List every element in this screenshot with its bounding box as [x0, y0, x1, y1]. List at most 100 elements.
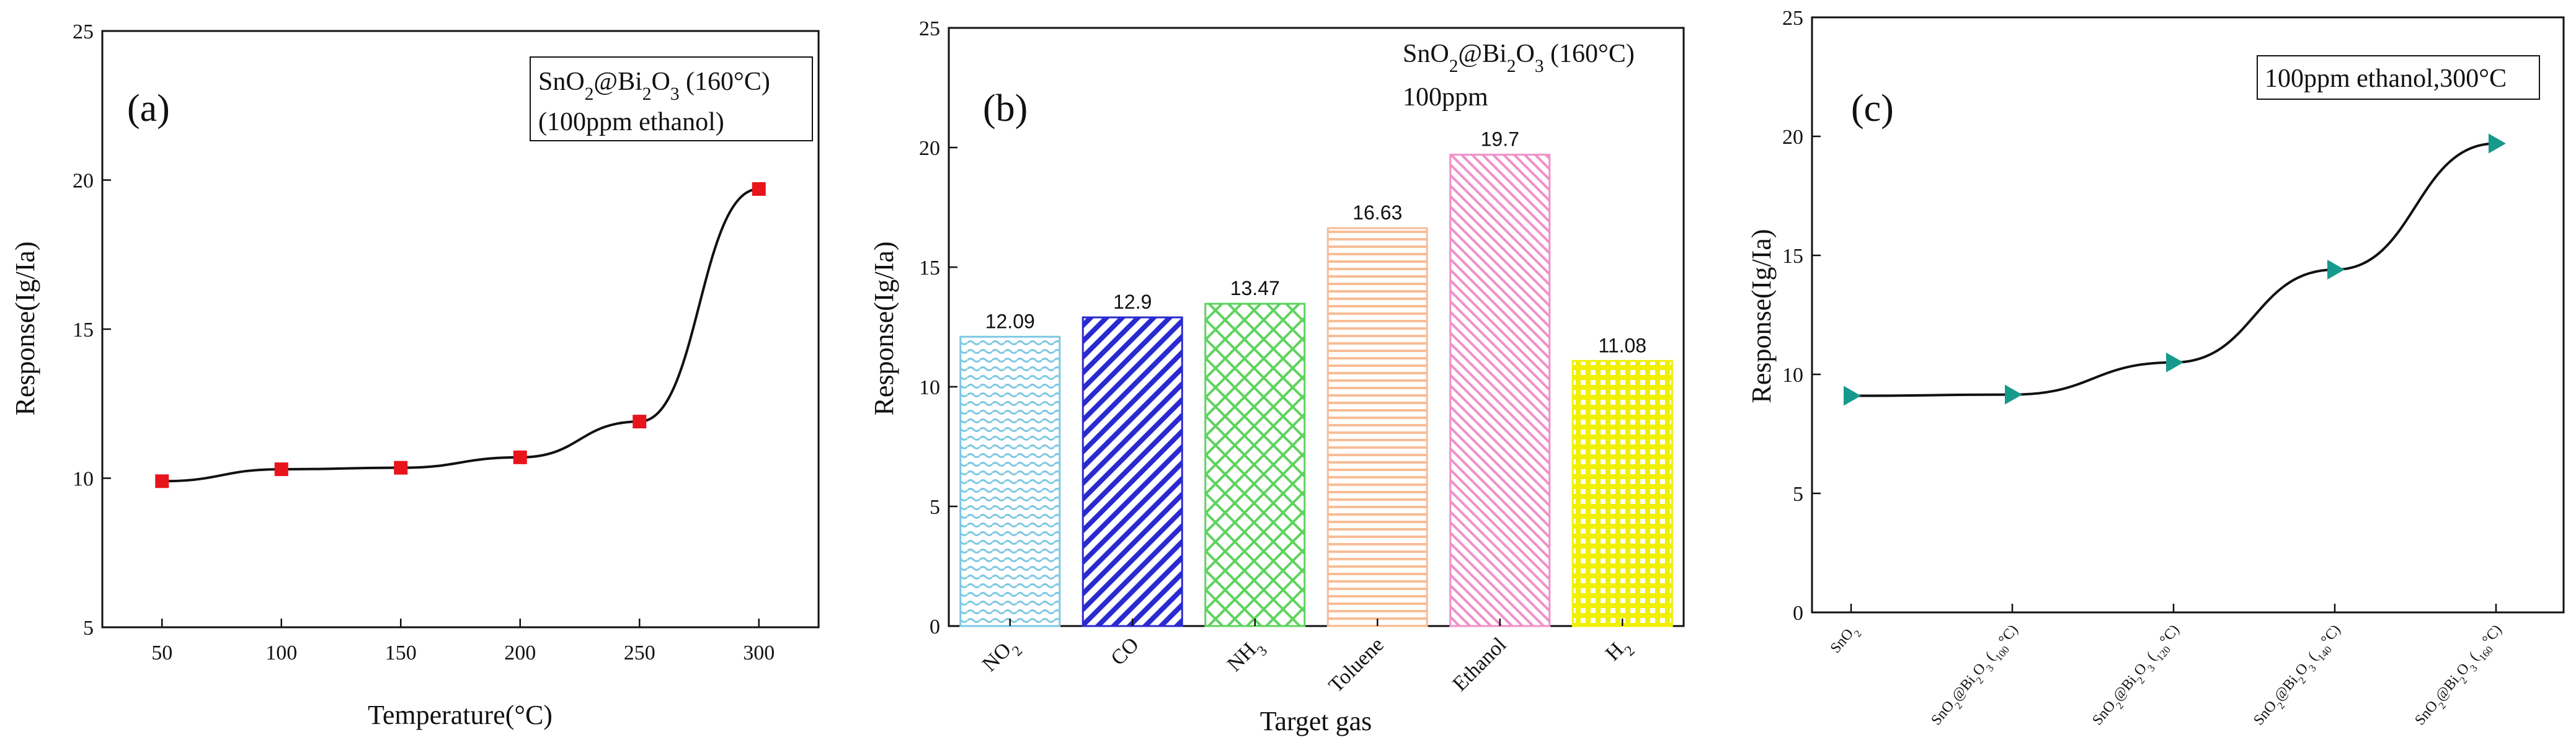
panel-b-bars: 12.09 NO2 12.9 CO 13.47 NH3 16.63 Toluene 19.7 Et…	[959, 128, 1673, 697]
x-tick-label: SnO2@Bi2O3 (140°C)	[2250, 622, 2347, 731]
y-tick-label: 0	[930, 615, 940, 638]
panel-a-label: (a)	[127, 87, 170, 130]
panel-c-label: (c)	[1851, 87, 1894, 130]
subscript: 3	[670, 84, 680, 104]
bar	[1326, 227, 1428, 627]
y-tick-label: 25	[919, 17, 940, 40]
bar	[1081, 316, 1183, 627]
y-tick-label: 15	[1782, 245, 1803, 268]
x-tick-label: 300	[743, 642, 775, 664]
y-tick-label: 10	[73, 468, 94, 491]
panel-a-x-axis-label: Temperature(°C)	[368, 700, 553, 730]
text-run: O	[1516, 40, 1534, 68]
data-point	[752, 182, 766, 196]
subscript: 2	[585, 84, 594, 104]
data-point	[2489, 133, 2506, 154]
y-tick-label: 5	[930, 496, 940, 519]
bar-value-label: 12.9	[1113, 291, 1152, 313]
subscript: 3	[1535, 56, 1544, 76]
panel-a-legend-line-1: SnO2@Bi2O3 (160°C)	[538, 68, 770, 104]
data-point	[2327, 260, 2345, 280]
panel-c-plot-frame	[1811, 16, 2565, 614]
x-tick-label: 50	[151, 642, 172, 664]
panel-b-label: (b)	[983, 87, 1028, 130]
y-tick-label: 15	[919, 257, 940, 280]
text-run: NO	[978, 638, 1016, 676]
panel-a-x-ticks: 50 100 150 200 250 300	[151, 619, 775, 664]
panel-b-legend-line-1: SnO2@Bi2O3 (160°C)	[1403, 40, 1635, 76]
x-tick-label: SnO2	[1828, 622, 1863, 660]
bar-value-label: 12.09	[985, 310, 1035, 332]
text-run: NH	[1223, 638, 1261, 676]
text-run: O	[651, 68, 670, 96]
x-tick-label: NO2	[978, 633, 1026, 681]
panel-b-legend-line-2: 100ppm	[1403, 83, 1488, 112]
text-run	[680, 68, 686, 96]
y-tick-label: 20	[919, 137, 940, 160]
y-tick-label: 20	[73, 170, 94, 193]
bar	[959, 335, 1061, 627]
text-run: H	[1601, 638, 1628, 666]
y-tick-label: 0	[1793, 602, 1803, 625]
panel-b-x-axis-label: Target gas	[1260, 706, 1372, 736]
x-tick-label: Toluene	[1325, 633, 1388, 697]
x-tick-label: 250	[624, 642, 655, 664]
x-tick-label: 100	[265, 642, 297, 664]
panel-a-y-axis-label: Response(Ig/Ia)	[10, 241, 40, 415]
data-point	[513, 450, 527, 464]
data-point	[155, 474, 169, 488]
panel-b-plot-frame	[948, 27, 1685, 627]
x-tick-label: SnO2@Bi2O3 (100°C)	[1928, 622, 2025, 731]
data-point	[2005, 384, 2022, 405]
x-tick-label: 150	[385, 642, 417, 664]
subscript: 2	[1449, 56, 1459, 76]
bar	[1449, 154, 1551, 627]
y-tick-label: 5	[1793, 483, 1803, 506]
panel-c-y-ticks: 0 5 10 15 20 25	[1782, 7, 1821, 625]
y-tick-label: 10	[1782, 364, 1803, 387]
panel-a-y-ticks: 5 10 15 20 25	[73, 20, 111, 640]
panel-c-x-ticks: SnO2 SnO2@Bi2O3 (100°C) SnO2@Bi2O3 (120°C)…	[1828, 604, 2508, 731]
data-point	[2166, 352, 2183, 373]
panel-c-series	[1844, 133, 2506, 406]
x-tick-label: SnO2@Bi2O3 (120°C)	[2089, 622, 2186, 731]
text-run: (160°C)	[686, 68, 770, 96]
x-tick-label: SnO2@Bi2O3 (160°C)	[2412, 622, 2508, 731]
text-run: SnO	[538, 68, 585, 96]
panel-a-legend-box	[530, 56, 813, 141]
text-run: °C)	[2479, 622, 2505, 648]
series-line	[1850, 142, 2497, 397]
y-tick-label: 15	[73, 319, 94, 342]
data-point	[394, 461, 408, 475]
x-tick-label: 200	[504, 642, 536, 664]
text-run	[1544, 40, 1551, 68]
panel-c-legend-box	[2257, 55, 2540, 100]
panel-a-legend-line-2: (100ppm ethanol)	[538, 108, 724, 136]
text-run: @Bi	[593, 68, 642, 96]
panel-c: 0 5 10 15 20 25 SnO2 SnO2@Bi2O3 (100°C) SnO2@Bi…	[1746, 7, 2565, 731]
data-point	[274, 462, 288, 477]
text-run: SnO	[1403, 40, 1449, 68]
panel-c-legend-line-1: 100ppm ethanol,300°C	[2265, 64, 2507, 93]
panel-a-series	[155, 182, 766, 488]
x-tick-label: Ethanol	[1448, 633, 1511, 695]
panel-b-y-ticks: 0 5 10 15 20 25	[919, 17, 957, 638]
bar-value-label: 13.47	[1230, 277, 1280, 299]
bar-value-label: 11.08	[1598, 334, 1646, 356]
panel-c-y-axis-label: Response(Ig/Ia)	[1746, 229, 1777, 403]
subscript: 2	[1507, 56, 1516, 76]
data-point	[633, 415, 647, 429]
bar	[1204, 302, 1306, 627]
text-run: °C)	[2318, 622, 2344, 648]
bar-value-label: 19.7	[1481, 128, 1519, 151]
text-run: (160°C)	[1550, 40, 1635, 68]
series-line	[162, 187, 759, 483]
bar-value-label: 16.63	[1352, 201, 1402, 224]
bar	[1571, 360, 1673, 627]
x-tick-label: H2	[1601, 633, 1638, 670]
y-tick-label: 5	[83, 617, 94, 640]
panel-b-y-axis-label: Response(Ig/Ia)	[869, 241, 899, 415]
